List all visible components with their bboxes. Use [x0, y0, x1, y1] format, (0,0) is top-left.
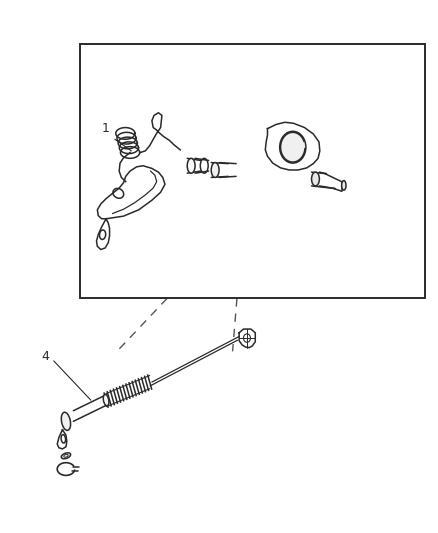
- Ellipse shape: [311, 172, 319, 186]
- Ellipse shape: [341, 181, 345, 190]
- Ellipse shape: [187, 158, 194, 173]
- Bar: [80, 44, 424, 298]
- Ellipse shape: [103, 394, 109, 406]
- Text: 1: 1: [102, 122, 110, 135]
- Circle shape: [279, 131, 305, 163]
- Ellipse shape: [61, 453, 71, 459]
- Ellipse shape: [61, 412, 71, 430]
- Ellipse shape: [61, 434, 65, 443]
- Ellipse shape: [211, 163, 219, 177]
- Text: 4: 4: [41, 350, 49, 363]
